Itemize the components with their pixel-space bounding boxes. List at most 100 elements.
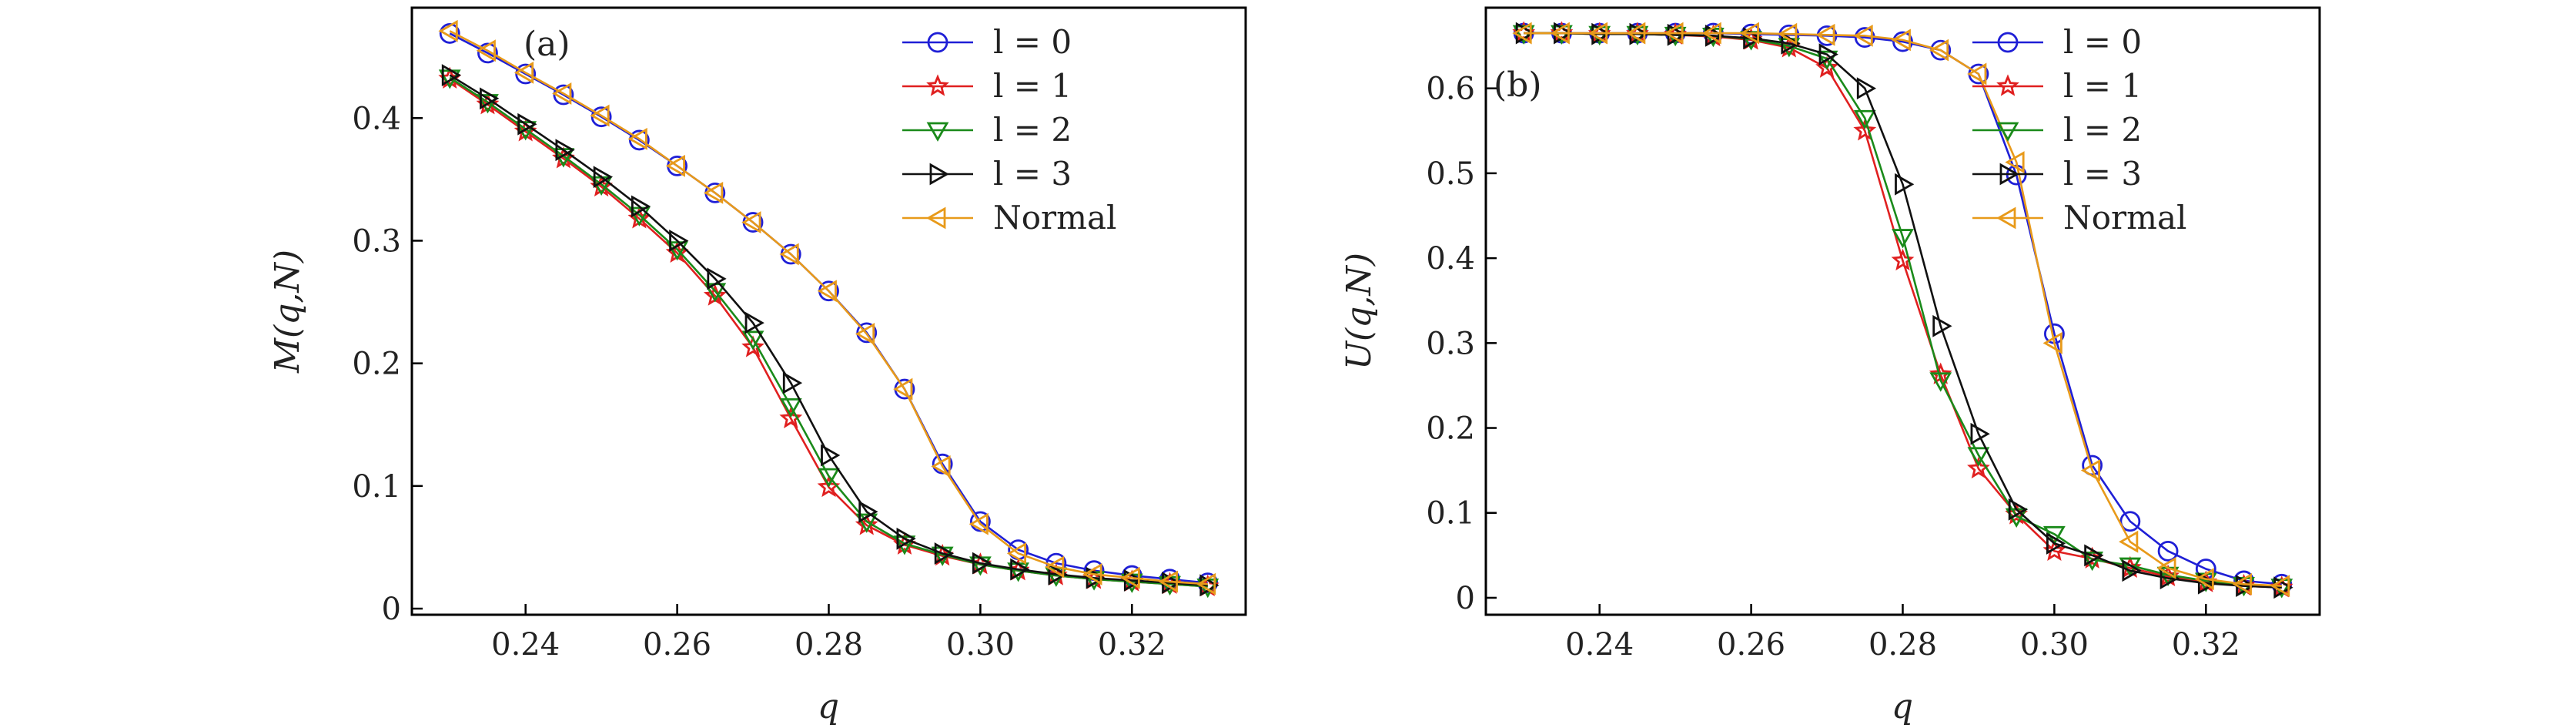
panel-a-data-point <box>817 280 837 303</box>
panel-b-data-point <box>1853 24 1873 47</box>
panel-a-x-tick-label: 0.26 <box>643 627 711 663</box>
panel-a-x-tick-label: 0.30 <box>946 627 1015 663</box>
panel-a-data-point <box>707 267 727 290</box>
panel-a-data-point <box>741 335 764 357</box>
panel-a-data-point <box>1120 566 1140 589</box>
panel-a-series-line <box>449 76 1208 588</box>
panel-b-y-tick-label: 0.2 <box>1426 411 1475 447</box>
panel-b-legend-label: Normal <box>2063 199 2186 237</box>
panel-a-x-tick-label: 0.24 <box>491 627 560 663</box>
panel-a-legend-marker <box>926 74 949 96</box>
panel-b-data-point <box>1815 55 1838 78</box>
panel-a-data-point <box>480 87 500 110</box>
panel-b-y-tick-label: 0 <box>1456 581 1475 616</box>
panel-a-data-point <box>703 181 724 204</box>
panel-b-legend-label: l = 3 <box>2063 155 2142 193</box>
panel-b-legend-marker <box>1999 163 2019 186</box>
panel-a-data-point <box>517 112 537 136</box>
panel-b-series-1 <box>1512 21 2293 598</box>
panel-a-series-4 <box>438 19 1216 595</box>
panel-a-x-axis-label: q <box>818 687 839 726</box>
panel-a-x-tick-label: 0.32 <box>1098 627 1166 663</box>
panel-b-data-point <box>2080 459 2101 482</box>
panel-b-legend-label: l = 2 <box>2063 111 2142 149</box>
panel-b-data-point <box>1892 229 1914 249</box>
panel-a-data-point <box>590 104 610 127</box>
panel-b-data-point <box>1777 22 1798 45</box>
panel-a-y-tick-label: 0 <box>382 592 401 627</box>
panel-b-data-point <box>1815 23 1835 46</box>
panel-a-data-point <box>855 513 878 533</box>
panel-a-y-axis-label: M(q,N) <box>268 250 307 374</box>
panel-b-series-line <box>1524 32 2282 585</box>
panel-a-y-tick-label: 0.2 <box>352 347 401 382</box>
panel-b-data-point <box>2119 557 2142 577</box>
panel-b-data-point <box>2084 544 2104 567</box>
panel-a-legend-label: l = 2 <box>993 111 1072 149</box>
panel-a-data-point <box>932 453 953 475</box>
panel-b-data-point <box>1550 22 1570 45</box>
panel-a-plot-frame <box>410 6 1247 616</box>
panel-a-data-point <box>969 512 989 535</box>
panel-a-data-point <box>972 552 992 575</box>
panel-b-data-point <box>2122 559 2142 582</box>
panel-a-legend-marker <box>927 32 948 53</box>
panel-b-data-point <box>1856 77 1877 100</box>
panel-b-y-axis-label: U(q,N) <box>1340 253 1379 370</box>
panel-a-data-point <box>441 64 462 86</box>
panel-b-tag: (b) <box>1494 65 1542 105</box>
panel-a-legend-label: l = 0 <box>993 23 1072 61</box>
panel-a-legend: l = 0 l = 1 l = 2 l = 3 Normal <box>902 23 1116 237</box>
panel-b-data-point <box>2008 498 2029 521</box>
panel-a-data-point <box>627 127 647 150</box>
panel-b-legend-marker <box>1996 122 2019 142</box>
panel-b-x-tick-label: 0.26 <box>1717 627 1785 663</box>
panel-b-y-tick-label: 0.6 <box>1426 72 1475 107</box>
panel-a-data-point <box>896 527 916 550</box>
panel-a-data-point <box>782 371 803 394</box>
panel-b-data-point <box>2119 530 2139 553</box>
panel-a-data-point <box>627 206 651 226</box>
panel-b-data-point <box>1515 22 1536 45</box>
panel-a-legend-marker <box>926 206 946 230</box>
panel-a-data-point <box>779 406 803 428</box>
panel-b-series-line <box>1524 32 2282 587</box>
panel-a-data-point <box>1048 563 1068 585</box>
panel-a-data-point <box>669 230 689 252</box>
panel-b-data-point <box>1891 248 1915 271</box>
panel-a-data-point <box>476 39 496 62</box>
panel-a-series-3 <box>441 64 1219 597</box>
panel-b-series-2 <box>1512 25 2293 599</box>
panel-b-x-tick-label: 0.28 <box>1868 627 1937 663</box>
panel-a-data-point <box>514 61 534 84</box>
panel-a-x-tick-label: 0.28 <box>795 627 863 663</box>
panel-b-data-point <box>2157 540 2179 562</box>
panel-b-x-tick-label: 0.30 <box>2020 627 2089 663</box>
panel-b-legend-marker <box>1996 74 2019 96</box>
panel-a-y-tick-label: 0.4 <box>352 101 401 136</box>
panel-b-data-point <box>2232 572 2252 595</box>
panel-b-chart: 0.24 0.26 0.28 0.30 0.32 0 0.1 0.2 0.3 0.4 0.5 0.6 l… <box>1340 6 2321 726</box>
panel-a-data-point <box>970 511 991 532</box>
panel-a-data-point <box>931 455 951 478</box>
panel-b-series-0 <box>1513 22 2293 595</box>
panel-b-y-tick-label: 0.5 <box>1426 156 1475 192</box>
panel-b-data-point <box>2156 556 2176 579</box>
panel-b-series-3 <box>1515 22 2293 599</box>
panel-a-series-0 <box>439 23 1219 594</box>
panel-a-series-line <box>449 30 1208 585</box>
panel-b-data-point <box>1853 109 1876 130</box>
panel-a-data-point <box>741 211 761 233</box>
panel-b-data-point <box>1512 25 1535 45</box>
panel-a-data-point <box>744 311 764 334</box>
panel-b-data-point <box>1739 22 1759 45</box>
panel-b-x-axis-label: q <box>1892 687 1913 726</box>
panel-a-data-point <box>477 42 498 64</box>
panel-a-data-point <box>893 377 913 401</box>
panel-b-data-point <box>2005 151 2025 173</box>
panel-a-data-point <box>593 166 613 189</box>
panel-a-legend-label: Normal <box>993 199 1116 237</box>
panel-b-data-point <box>1701 22 1721 45</box>
panel-b-legend: l = 0 l = 1 l = 2 l = 3 Normal <box>1972 23 2186 237</box>
